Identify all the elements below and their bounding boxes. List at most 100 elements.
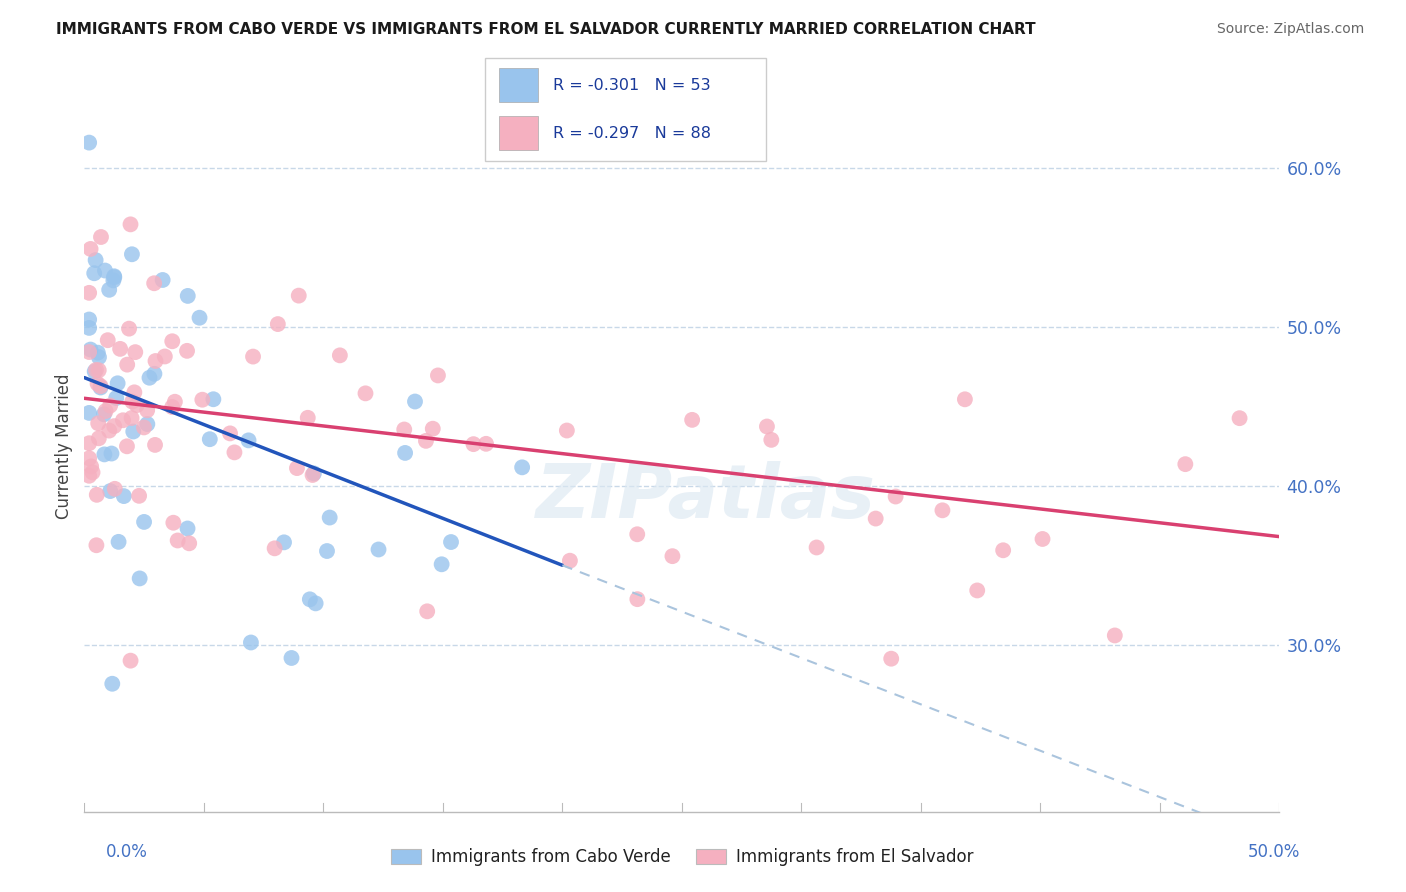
FancyBboxPatch shape (499, 117, 538, 150)
Text: R = -0.301   N = 53: R = -0.301 N = 53 (553, 78, 710, 93)
Point (318, 510, 340, 524)
Point (179, 536, 201, 550)
Point (865, 511, 887, 525)
Point (302, 467, 325, 481)
Point (162, 334, 184, 349)
Point (1229, 411, 1251, 425)
Point (806, 541, 828, 555)
Point (93, 447, 115, 461)
Point (416, 604, 439, 618)
Point (267, 317, 290, 331)
Point (98, 424, 121, 438)
Point (90, 379, 112, 393)
Point (285, 461, 308, 475)
Point (77, 312, 100, 326)
Point (160, 400, 183, 414)
Point (426, 368, 449, 383)
Point (152, 273, 174, 287)
Point (104, 482, 127, 496)
Point (681, 413, 703, 427)
Point (394, 446, 416, 460)
Point (1174, 457, 1197, 471)
Point (128, 489, 150, 503)
Point (80, 459, 103, 474)
Point (263, 541, 285, 556)
FancyBboxPatch shape (485, 58, 766, 161)
Point (238, 434, 260, 448)
Point (177, 289, 200, 303)
Point (626, 527, 648, 541)
Point (394, 422, 416, 436)
Point (415, 434, 437, 448)
Point (219, 426, 242, 441)
Point (94, 263, 117, 277)
Point (77, 451, 100, 466)
Point (166, 533, 188, 548)
Point (1104, 628, 1126, 642)
Point (188, 310, 211, 325)
Point (176, 343, 198, 358)
Point (77, 136, 100, 150)
Point (98, 484, 121, 499)
Point (761, 433, 783, 447)
Point (239, 635, 262, 649)
Point (661, 549, 683, 564)
Point (112, 489, 135, 503)
Point (143, 277, 166, 291)
Point (301, 468, 323, 483)
Point (86, 538, 108, 552)
Point (367, 542, 389, 557)
Point (354, 386, 377, 401)
Legend: Immigrants from Cabo Verde, Immigrants from El Salvador: Immigrants from Cabo Verde, Immigrants f… (384, 841, 980, 873)
Point (440, 535, 463, 549)
Point (242, 350, 264, 364)
Point (510, 460, 533, 475)
Point (121, 394, 143, 409)
Point (86, 376, 108, 391)
Point (124, 385, 146, 400)
Point (103, 419, 125, 434)
Point (105, 391, 128, 405)
Point (87, 417, 110, 431)
FancyBboxPatch shape (499, 69, 538, 102)
Point (297, 410, 319, 425)
Text: 0.0%: 0.0% (105, 843, 148, 861)
Point (475, 437, 498, 451)
Point (143, 367, 166, 381)
Point (93, 407, 115, 421)
Point (103, 270, 125, 285)
Text: ZIPatlas: ZIPatlas (536, 460, 876, 533)
Point (90, 380, 112, 394)
Point (84, 363, 107, 377)
Point (125, 398, 148, 412)
Point (931, 503, 953, 517)
Point (108, 342, 131, 356)
Point (153, 350, 176, 364)
Point (191, 392, 214, 407)
Point (145, 354, 167, 368)
Point (991, 543, 1014, 558)
Point (132, 515, 155, 529)
Point (966, 583, 988, 598)
Point (287, 288, 309, 302)
Point (100, 446, 122, 460)
Point (79, 343, 101, 357)
Point (94, 404, 117, 418)
Point (86, 488, 108, 502)
Point (136, 403, 159, 417)
Point (121, 247, 143, 261)
Point (162, 516, 184, 530)
Point (422, 422, 444, 436)
Point (111, 413, 134, 427)
Point (118, 321, 141, 335)
Point (136, 417, 159, 431)
Point (430, 558, 453, 572)
Text: 50.0%: 50.0% (1249, 843, 1301, 861)
Point (77, 345, 100, 359)
Point (87, 363, 110, 377)
Point (87, 350, 110, 364)
Point (101, 677, 124, 691)
Point (143, 438, 166, 452)
Point (90, 230, 112, 244)
Text: IMMIGRANTS FROM CABO VERDE VS IMMIGRANTS FROM EL SALVADOR CURRENTLY MARRIED CORR: IMMIGRANTS FROM CABO VERDE VS IMMIGRANTS… (56, 22, 1036, 37)
